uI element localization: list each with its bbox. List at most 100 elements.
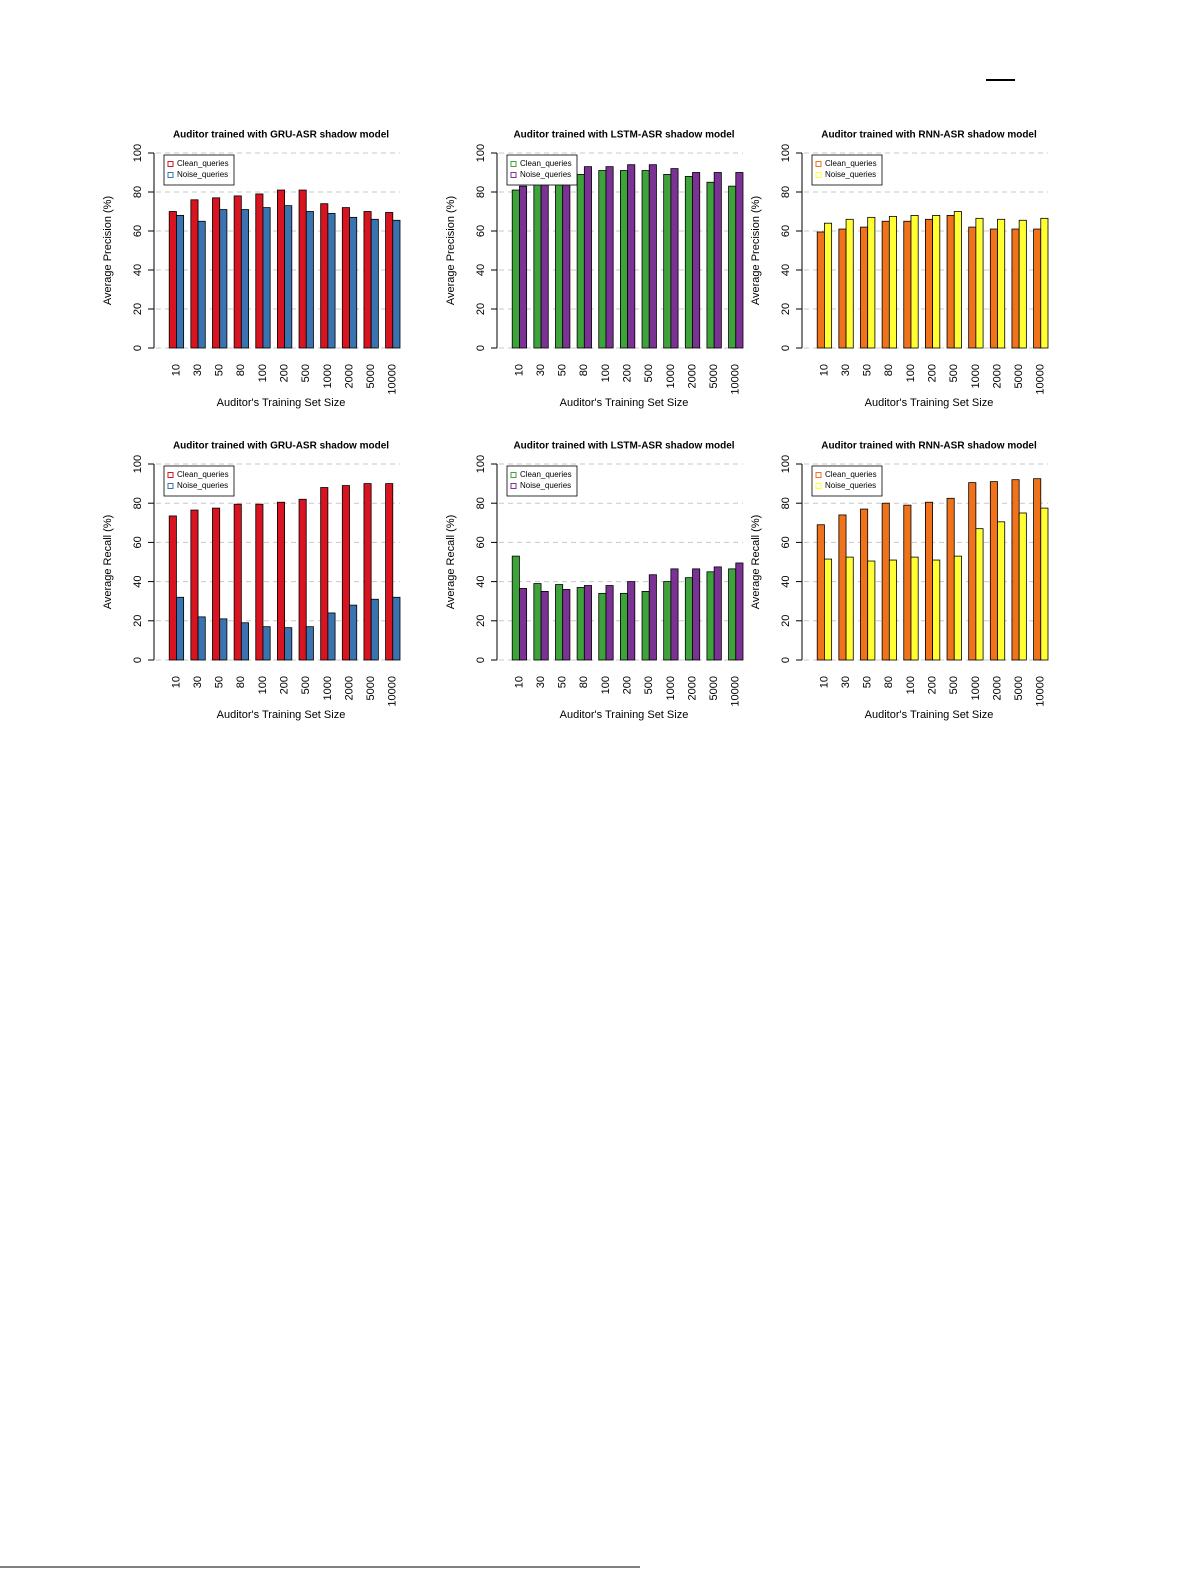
bar: [670, 568, 679, 661]
bar: [924, 501, 934, 661]
legend-box: [163, 465, 235, 497]
x-tick-label: 50: [557, 364, 569, 376]
bar: [867, 216, 876, 349]
bar: [881, 220, 890, 349]
legend-label: Noise_queries: [825, 170, 876, 179]
x-tick-label: 2000: [686, 364, 698, 388]
x-tick-label: 50: [214, 364, 226, 376]
y-tick-label: 100: [132, 455, 144, 473]
y-tick-label: 60: [780, 536, 792, 548]
y-tick-label: 60: [132, 536, 144, 548]
bar: [975, 528, 984, 661]
y-axis-label: Average Recall (%): [750, 515, 762, 610]
legend-swatch: [815, 172, 822, 178]
bar: [975, 217, 984, 349]
x-tick-label: 30: [192, 364, 204, 376]
bar: [284, 627, 293, 661]
bar: [298, 189, 307, 349]
bar: [648, 164, 657, 349]
bar: [989, 228, 998, 349]
chart: Auditor trained with LSTM-ASR shadow mod…: [445, 130, 744, 409]
y-tick-label: 0: [475, 345, 487, 351]
bar: [540, 179, 549, 349]
y-tick-label: 60: [475, 536, 487, 548]
x-tick-label: 100: [257, 676, 269, 694]
y-tick-label: 80: [132, 497, 144, 509]
bar: [1033, 478, 1042, 661]
legend-label: Clean_queries: [520, 159, 572, 168]
bar: [838, 514, 847, 661]
x-tick-label: 2000: [343, 364, 355, 388]
bar: [692, 172, 701, 349]
x-tick-label: 80: [578, 364, 590, 376]
bar: [663, 581, 672, 661]
bar: [816, 231, 825, 349]
chart: Auditor trained with RNN-ASR shadow mode…: [750, 441, 1049, 721]
y-tick-label: 20: [780, 303, 792, 315]
bar: [255, 193, 264, 349]
bar: [190, 199, 199, 349]
y-tick-label: 20: [780, 615, 792, 627]
chart-title: Auditor trained with GRU-ASR shadow mode…: [173, 441, 389, 452]
x-tick-label: 5000: [365, 364, 377, 388]
legend-swatch: [815, 483, 822, 489]
bar: [370, 598, 379, 661]
bar: [576, 174, 585, 349]
y-axis-label: Average Recall (%): [102, 515, 114, 610]
y-tick-label: 100: [780, 455, 792, 473]
y-tick-label: 60: [780, 225, 792, 237]
bar: [860, 508, 869, 661]
bar: [619, 170, 629, 349]
bar: [349, 604, 358, 661]
legend-box: [811, 154, 883, 186]
bar: [968, 482, 977, 661]
x-axis-label: Auditor's Training Set Size: [560, 709, 689, 721]
x-tick-label: 5000: [708, 364, 720, 388]
bar: [627, 581, 636, 661]
y-tick-label: 60: [475, 225, 487, 237]
bar: [168, 211, 177, 349]
x-tick-label: 100: [905, 364, 917, 382]
bar: [511, 189, 520, 349]
x-tick-label: 5000: [708, 676, 720, 700]
x-tick-label: 500: [300, 364, 312, 382]
legend-label: Noise_queries: [520, 481, 571, 490]
x-tick-label: 10: [513, 676, 525, 688]
bar: [197, 220, 206, 349]
bar: [838, 228, 847, 349]
x-tick-label: 80: [235, 364, 247, 376]
x-tick-label: 100: [905, 676, 917, 694]
bar: [888, 215, 897, 349]
y-tick-label: 40: [475, 575, 487, 587]
y-axis-label: Average Precision (%): [445, 196, 457, 305]
bar: [997, 521, 1006, 661]
bar: [392, 219, 401, 349]
x-tick-label: 200: [279, 364, 291, 382]
bar: [619, 592, 629, 661]
chart-title: Auditor trained with GRU-ASR shadow mode…: [173, 130, 389, 141]
chart-title: Auditor trained with RNN-ASR shadow mode…: [821, 441, 1037, 452]
y-tick-label: 80: [132, 186, 144, 198]
bar: [924, 218, 934, 349]
x-tick-label: 10000: [387, 364, 399, 395]
x-tick-label: 2000: [991, 676, 1003, 700]
x-tick-label: 100: [600, 364, 612, 382]
bar: [867, 560, 876, 661]
bar: [598, 170, 607, 349]
x-tick-label: 5000: [1013, 364, 1025, 388]
bar: [341, 485, 350, 661]
bar: [692, 568, 701, 661]
y-tick-label: 80: [475, 497, 487, 509]
bar: [341, 207, 350, 349]
x-tick-label: 200: [279, 676, 291, 694]
bar: [953, 211, 962, 349]
bar: [385, 212, 394, 349]
chart: Auditor trained with LSTM-ASR shadow mod…: [445, 441, 744, 721]
bar: [540, 591, 549, 661]
x-tick-label: 1000: [970, 676, 982, 700]
bar: [562, 589, 571, 661]
x-tick-label: 2000: [991, 364, 1003, 388]
legend-label: Noise_queries: [520, 170, 571, 179]
bar: [1040, 507, 1049, 661]
